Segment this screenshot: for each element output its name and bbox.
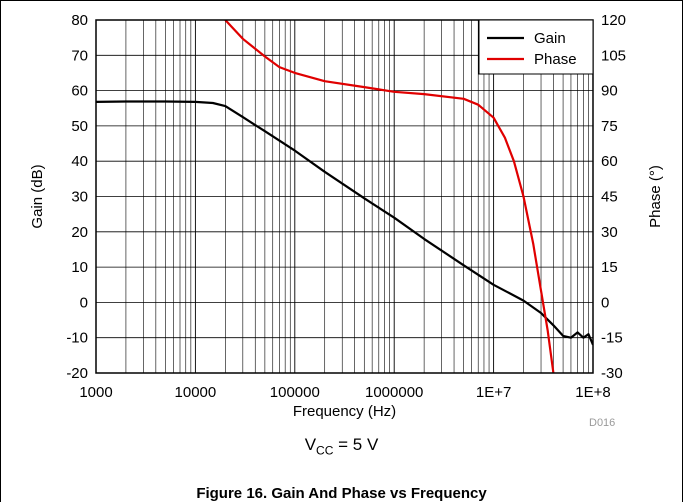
y-axis-title: Gain (dB): [29, 164, 46, 228]
y2-tick-label: 120: [601, 12, 626, 29]
gain-series-line: [96, 100, 593, 346]
y-tick-label: 10: [71, 259, 88, 276]
y-tick-label: 30: [71, 189, 88, 206]
legend-box: [478, 19, 594, 75]
phase-series-line: [224, 20, 555, 373]
x-tick-label: 10000: [175, 384, 217, 401]
data-curves: [96, 20, 593, 373]
phase-legend-label: Phase: [534, 51, 577, 68]
y2-tick-label: 15: [601, 259, 618, 276]
x-tick-label: 1E+8: [575, 384, 610, 401]
y-tick-label: 40: [71, 153, 88, 170]
y2-tick-label: -30: [601, 365, 623, 382]
y-tick-label: -20: [66, 365, 88, 382]
plot-area-border: [95, 19, 594, 374]
gain-phase-chart: 1000 10000 100000 1000000 1E+7 1E+88070605040…: [29, 12, 664, 420]
y2-tick-label: 30: [601, 224, 618, 241]
x-tick-label: 1000000: [365, 384, 423, 401]
x-tick-label: 1000: [79, 384, 112, 401]
x-axis-title: Frequency (Hz): [293, 403, 396, 420]
y2-tick-label: 0: [601, 294, 609, 311]
figure-caption: Figure 16. Gain And Phase vs Frequency: [196, 485, 487, 502]
y2-tick-label: 105: [601, 47, 626, 64]
test-condition: VCC = 5 V: [0, 435, 683, 457]
y-tick-label: -10: [66, 330, 88, 347]
y-tick-label: 60: [71, 83, 88, 100]
y2-axis-title: Phase (°): [647, 165, 664, 228]
y2-tick-label: 90: [601, 83, 618, 100]
gain-legend-label: Gain: [534, 30, 566, 47]
y2-tick-label: 75: [601, 118, 618, 135]
y2-tick-label: -15: [601, 330, 623, 347]
tick-labels: 1000 10000 100000 1000000 1E+7 1E+88070605040…: [66, 12, 626, 401]
condition-subscript: CC: [316, 443, 334, 458]
x-tick-label: 1E+7: [476, 384, 511, 401]
condition-prefix: V: [304, 435, 317, 454]
y-tick-label: 80: [71, 12, 88, 29]
y-tick-label: 20: [71, 224, 88, 241]
figure-code: D016: [589, 417, 616, 429]
y2-tick-label: 45: [601, 189, 618, 206]
y-tick-label: 70: [71, 47, 88, 64]
x-tick-label: 100000: [270, 384, 320, 401]
condition-suffix: = 5 V: [333, 435, 379, 454]
y-tick-label: 50: [71, 118, 88, 135]
y-tick-label: 0: [80, 294, 88, 311]
y2-tick-label: 60: [601, 153, 618, 170]
legend: Gain Phase: [478, 19, 594, 75]
